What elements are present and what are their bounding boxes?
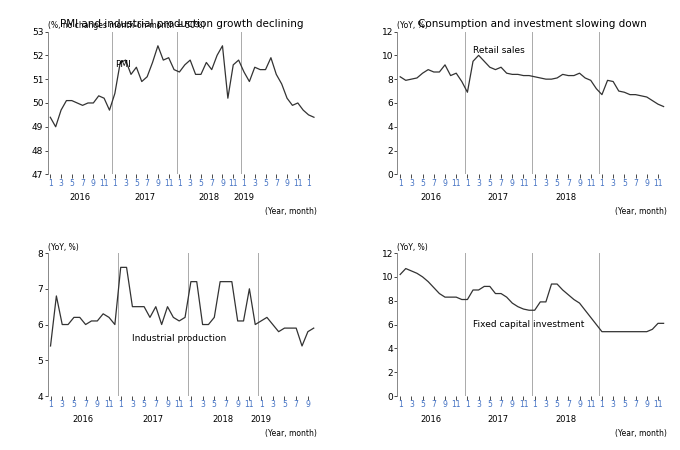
Text: 2018: 2018 xyxy=(213,414,234,423)
Text: 2018: 2018 xyxy=(199,193,220,202)
Text: (YoY, %): (YoY, %) xyxy=(397,21,428,30)
Text: 2017: 2017 xyxy=(488,414,509,423)
Text: Fixed capital investment: Fixed capital investment xyxy=(473,320,584,329)
Text: (Year, month): (Year, month) xyxy=(265,429,317,438)
Text: (Year, month): (Year, month) xyxy=(615,429,666,438)
Text: (Year, month): (Year, month) xyxy=(265,207,317,216)
Text: (YoY, %): (YoY, %) xyxy=(48,243,78,252)
Text: 2018: 2018 xyxy=(555,193,576,202)
Text: 2016: 2016 xyxy=(420,414,441,423)
Text: Industrial production: Industrial production xyxy=(133,333,226,342)
Text: 2016: 2016 xyxy=(72,414,93,423)
Text: (YoY, %): (YoY, %) xyxy=(397,243,428,252)
Text: 2019: 2019 xyxy=(233,193,254,202)
Title: Consumption and investment slowing down: Consumption and investment slowing down xyxy=(418,19,646,29)
Text: 2019: 2019 xyxy=(251,414,271,423)
Text: 2017: 2017 xyxy=(142,414,163,423)
Text: (Year, month): (Year, month) xyxy=(615,207,666,216)
Text: 2018: 2018 xyxy=(555,414,576,423)
Title: PMI and industrial production growth declining: PMI and industrial production growth dec… xyxy=(61,19,304,29)
Text: 2017: 2017 xyxy=(488,193,509,202)
Text: Retail sales: Retail sales xyxy=(473,46,525,55)
Text: PMI: PMI xyxy=(115,60,131,69)
Text: 2016: 2016 xyxy=(420,193,441,202)
Text: (%, no changes month-on-month = 50%): (%, no changes month-on-month = 50%) xyxy=(48,21,205,30)
Text: 2016: 2016 xyxy=(69,193,90,202)
Text: 2017: 2017 xyxy=(134,193,155,202)
